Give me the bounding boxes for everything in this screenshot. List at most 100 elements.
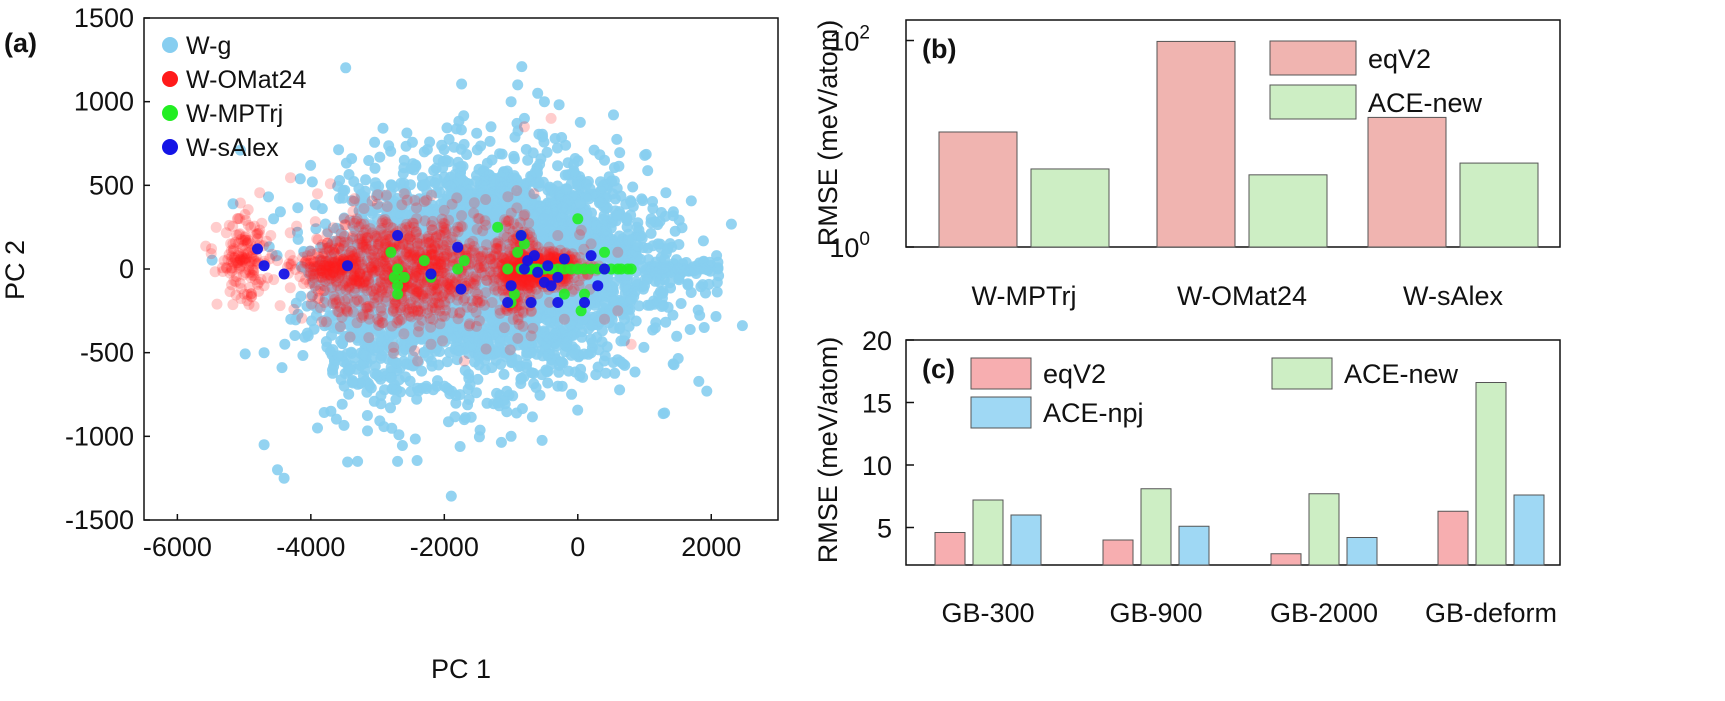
scatter-point — [211, 298, 223, 310]
scatter-point — [652, 238, 664, 250]
scatter-point — [565, 330, 577, 342]
scatter-point — [484, 135, 496, 147]
scatter-point — [377, 122, 389, 134]
scatter-point — [673, 239, 685, 250]
scatter-point — [541, 146, 553, 158]
scatter-point — [551, 142, 563, 154]
scatter-point — [378, 421, 390, 433]
scatter-point — [667, 210, 679, 222]
scatter-point — [699, 263, 711, 275]
scatter-point — [557, 202, 568, 214]
scatter-point — [574, 370, 586, 382]
scatter-point — [538, 96, 550, 108]
scatter-point — [701, 385, 713, 397]
scatter-point — [263, 191, 274, 203]
scatter-point — [470, 387, 482, 399]
scatter-point — [488, 175, 500, 187]
scatter-point — [305, 159, 317, 171]
scatter-point — [672, 263, 684, 275]
scatter-point — [405, 163, 417, 175]
scatter-point — [342, 456, 354, 468]
scatter-point — [398, 328, 410, 340]
scatter-point — [451, 354, 463, 366]
scatter-point — [672, 353, 684, 364]
scatter-point — [675, 298, 687, 309]
scatter-point — [538, 213, 550, 225]
scatter-point — [625, 293, 637, 305]
scatter-point — [270, 250, 282, 262]
scatter-point — [660, 187, 672, 199]
scatter-point — [309, 199, 321, 211]
scatter-point — [501, 406, 513, 418]
scatter-point — [586, 337, 598, 349]
scatter-point — [419, 179, 431, 190]
scatter-point — [585, 347, 597, 359]
scatter-point — [363, 155, 375, 166]
scatter-panel: (a) -6000 -4000 -2000 0 2000 -1500-1000-5000… — [0, 3, 779, 684]
scatter-point — [295, 290, 307, 302]
scatter-point — [541, 314, 552, 326]
scatter-point — [529, 166, 541, 178]
scatter-point — [711, 286, 723, 298]
scatter-point — [455, 171, 467, 183]
scatter-point — [258, 439, 270, 451]
scatter-point — [612, 210, 624, 222]
scatter-point — [274, 206, 286, 218]
scatter-point — [625, 196, 637, 208]
scatter-point — [473, 431, 485, 443]
scatter-point — [685, 195, 697, 207]
scatter-point — [325, 405, 337, 417]
scatter-point — [306, 176, 318, 188]
scatter-point — [276, 362, 288, 374]
scatter-point — [455, 124, 467, 136]
scatter-point — [736, 320, 748, 332]
scatter-point — [296, 312, 308, 324]
scatter-point — [595, 196, 607, 208]
scatter-point — [458, 138, 470, 150]
scatter-point — [285, 313, 297, 325]
scatter-point — [428, 165, 440, 176]
scatter-point — [600, 367, 612, 379]
scatter-point — [693, 375, 705, 387]
scatter-point — [685, 263, 697, 275]
scatter-point — [469, 356, 481, 368]
scatter-point — [391, 384, 403, 396]
scatter-point — [206, 254, 218, 266]
scatter-point — [450, 390, 462, 401]
scatter-point — [613, 160, 625, 172]
scatter-point — [611, 133, 623, 145]
scatter-point — [385, 179, 397, 191]
scatter-point — [694, 309, 706, 321]
scatter-point — [443, 156, 455, 168]
scatter-point — [327, 364, 338, 376]
scatter-point — [598, 225, 610, 237]
scatter-point — [555, 356, 567, 368]
scatter-point — [522, 154, 534, 166]
scatter-point — [456, 78, 468, 90]
scatter-point — [493, 345, 505, 357]
scatter-point — [512, 79, 524, 91]
scatter-point — [501, 385, 513, 397]
scatter-point — [553, 99, 565, 111]
scatter-point — [639, 149, 651, 161]
scatter-point — [527, 199, 539, 211]
scatter-point — [703, 278, 715, 290]
scatter-point — [538, 136, 550, 148]
scatter-point — [454, 441, 466, 452]
scatter-point — [521, 358, 533, 370]
scatter-point — [404, 179, 416, 191]
scatter-point — [609, 193, 621, 205]
scatter-point — [516, 61, 528, 73]
scatter-point — [362, 425, 373, 437]
scatter-point — [606, 285, 618, 297]
scatter-point — [574, 197, 586, 209]
scatter-point — [369, 368, 381, 380]
scatter-point — [505, 96, 517, 108]
scatter-point — [645, 213, 657, 225]
scatter-point — [552, 160, 564, 172]
scatter-point — [508, 150, 520, 162]
scatter-point — [368, 395, 380, 407]
scatter-point — [565, 349, 577, 361]
scatter-point — [369, 162, 381, 174]
scatter-point — [574, 116, 586, 128]
